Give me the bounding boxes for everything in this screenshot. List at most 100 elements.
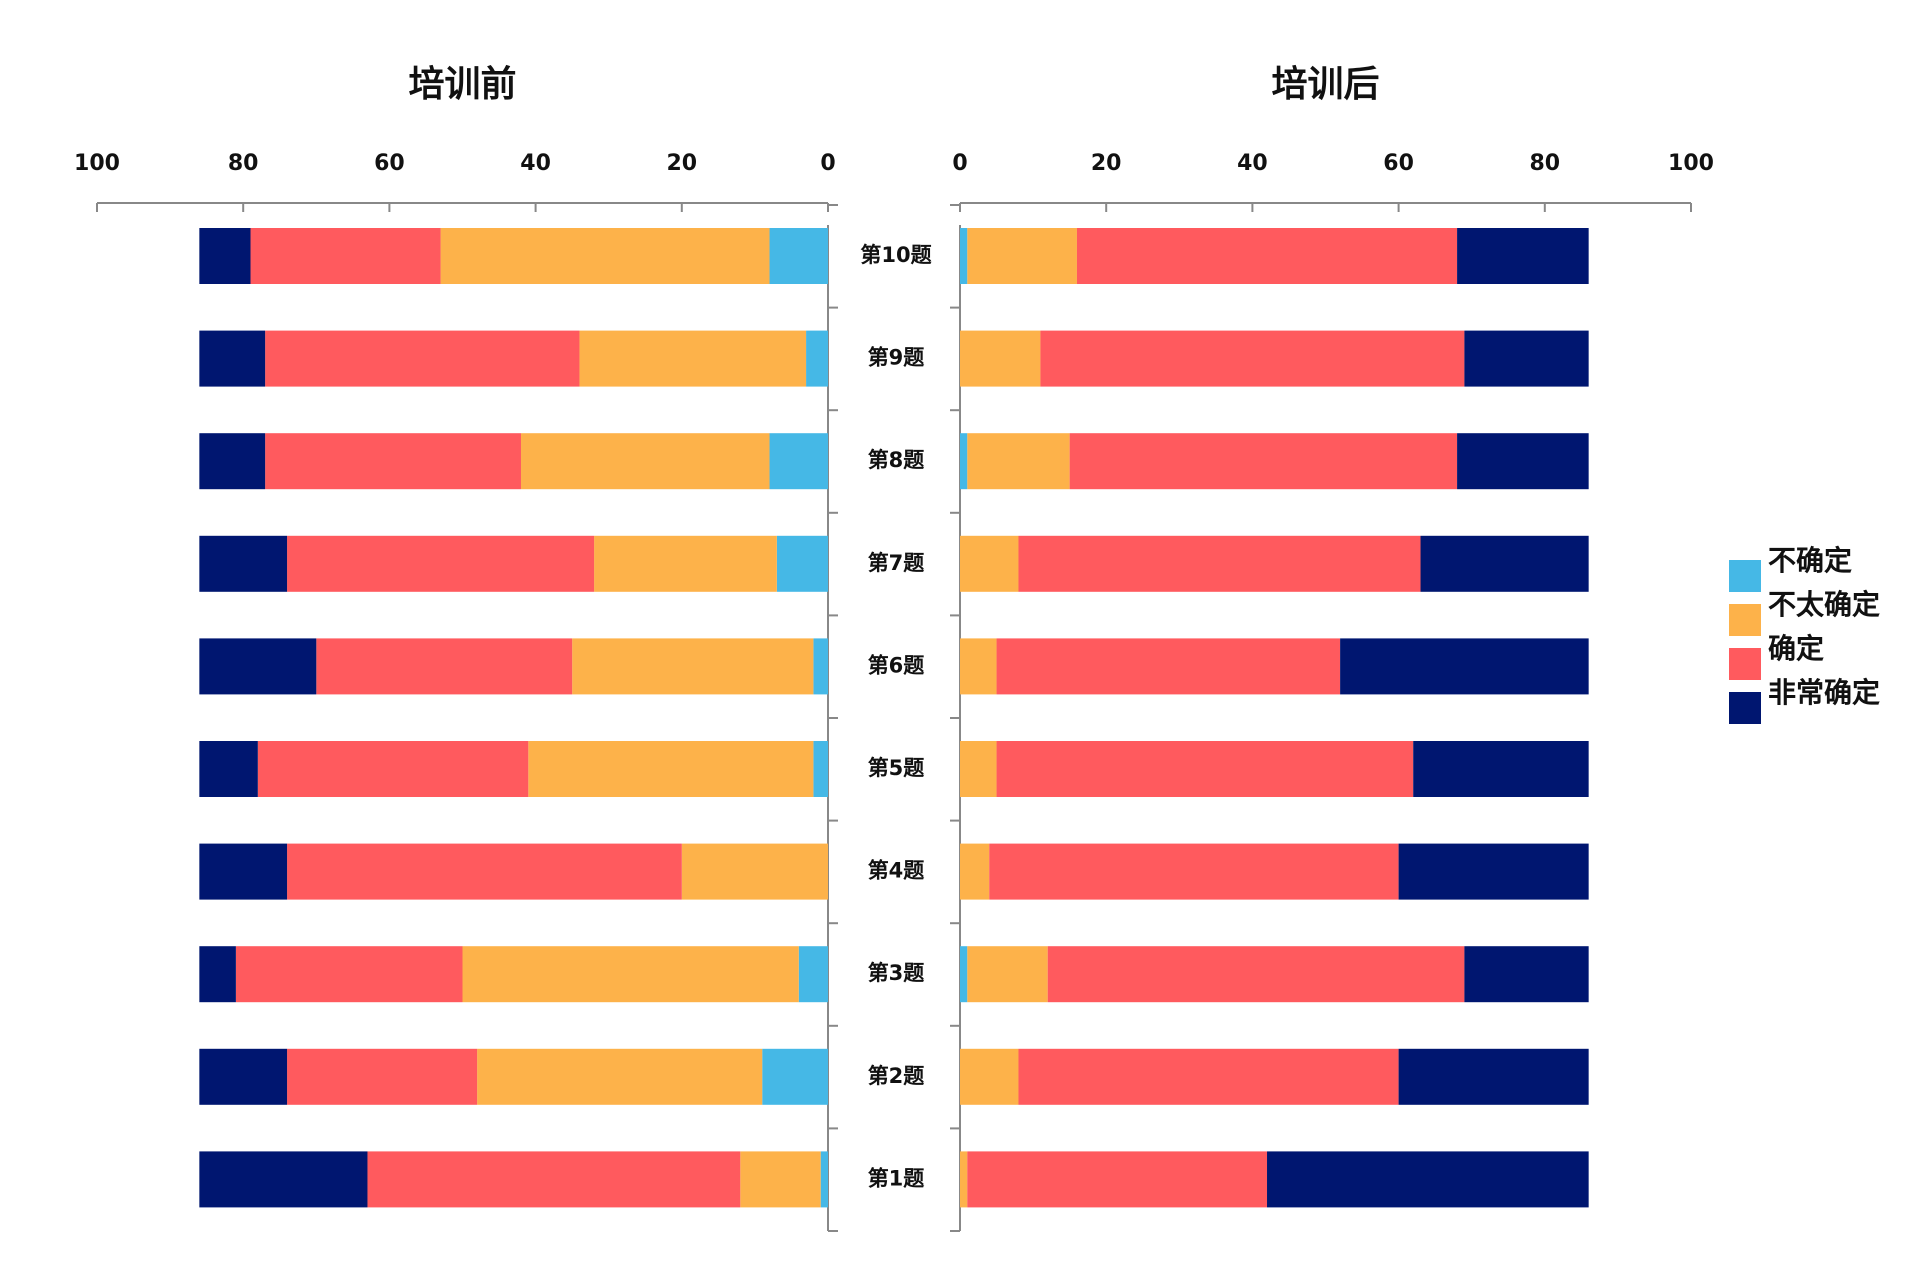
bar-segment (960, 228, 968, 284)
x-tick-label: 60 (374, 151, 405, 176)
bar-segment (316, 638, 573, 695)
category-label: 第7题 (868, 551, 926, 575)
bar-segment (960, 535, 1019, 592)
bar-segment (967, 946, 1048, 1003)
bar-segment (1457, 228, 1589, 284)
bar-segment (367, 1151, 741, 1208)
bar-segment (776, 535, 828, 592)
category-label: 第9题 (868, 346, 926, 370)
category-label: 第8题 (868, 448, 926, 472)
series (1267, 228, 1589, 1208)
category-label: 第3题 (868, 961, 926, 985)
bar-segment (1047, 946, 1465, 1003)
bar-segment (520, 433, 770, 490)
bar-segment (572, 638, 814, 695)
bar-segment (967, 1151, 1268, 1208)
bar-segment (477, 1048, 763, 1105)
x-tick-label: 100 (74, 151, 120, 176)
legend-swatch (1729, 604, 1761, 636)
bar-segment (996, 741, 1414, 797)
category-label: 第4题 (868, 859, 926, 883)
category-label: 第5题 (868, 756, 926, 780)
bar-segment (813, 638, 828, 695)
bar-segment (798, 946, 828, 1003)
category-label: 第2题 (868, 1064, 926, 1088)
bar-segment (287, 1048, 478, 1105)
bar-segment (199, 228, 251, 284)
bar-segment (1398, 1048, 1589, 1105)
bar-segment (265, 330, 580, 387)
bar-segment (199, 946, 236, 1003)
bar-segment (960, 1048, 1019, 1105)
bar-segment (1464, 946, 1589, 1003)
bar-segment (579, 330, 807, 387)
bar-segment (257, 741, 529, 797)
x-tick-label: 20 (1091, 151, 1122, 176)
bar-segment (1069, 433, 1458, 490)
bar-segment (1457, 433, 1589, 490)
category-label: 第6题 (868, 653, 926, 677)
legend-label: 不确定 (1768, 544, 1852, 577)
series (967, 228, 1465, 1208)
bar-segment (199, 741, 258, 797)
bar-segment (287, 843, 682, 900)
bar-segment (1018, 535, 1421, 592)
bar-segment (996, 638, 1341, 695)
x-tick-label: 0 (952, 151, 967, 176)
x-tick-label: 100 (1668, 151, 1714, 176)
bar-segment (594, 535, 777, 592)
legend-swatch (1729, 692, 1761, 724)
bar-segment (235, 946, 463, 1003)
series (960, 228, 968, 1003)
bar-segment (199, 330, 266, 387)
bar-segment (762, 1048, 828, 1105)
legend-label: 非常确定 (1768, 676, 1880, 709)
bar-segment (960, 946, 968, 1003)
bar-segment (960, 741, 997, 797)
bar-segment (806, 330, 828, 387)
bar-segment (989, 843, 1399, 900)
bar-segment (960, 330, 1041, 387)
bar-segment (199, 843, 288, 900)
bar-segment (960, 843, 990, 900)
bar-segment (462, 946, 799, 1003)
bar-segment (199, 638, 317, 695)
x-tick-label: 20 (666, 151, 697, 176)
bar-segment (960, 1151, 968, 1208)
legend-label: 确定 (1768, 632, 1824, 665)
chart-title: 培训前 (408, 64, 516, 105)
bar-segment (1076, 228, 1458, 284)
bar-segment (960, 638, 997, 695)
x-tick-label: 80 (228, 151, 259, 176)
bar-segment (960, 433, 968, 490)
category-label: 第1题 (868, 1166, 926, 1190)
bar-segment (250, 228, 441, 284)
category-label: 第10题 (860, 243, 932, 267)
bar-segment (528, 741, 814, 797)
legend-swatch (1729, 648, 1761, 680)
series (960, 228, 1077, 1208)
bar-segment (1464, 330, 1589, 387)
bar-segment (287, 535, 595, 592)
bar-segment (199, 1048, 288, 1105)
bar-segment (1413, 741, 1589, 797)
x-tick-label: 40 (1237, 151, 1268, 176)
bar-segment (1340, 638, 1589, 695)
x-tick-label: 40 (520, 151, 551, 176)
legend-swatch (1729, 560, 1761, 592)
x-tick-label: 80 (1529, 151, 1560, 176)
bar-segment (769, 433, 828, 490)
bar-segment (199, 433, 266, 490)
chart-title: 培训后 (1271, 64, 1379, 105)
series (235, 228, 741, 1208)
bar-segment (1267, 1151, 1589, 1208)
series (762, 228, 828, 1208)
series (199, 228, 368, 1208)
bar-segment (199, 1151, 368, 1208)
bar-segment (1018, 1048, 1399, 1105)
bar-segment (1398, 843, 1589, 900)
bar-segment (769, 228, 828, 284)
bar-segment (1040, 330, 1465, 387)
x-tick-label: 60 (1383, 151, 1414, 176)
bar-segment (681, 843, 828, 900)
